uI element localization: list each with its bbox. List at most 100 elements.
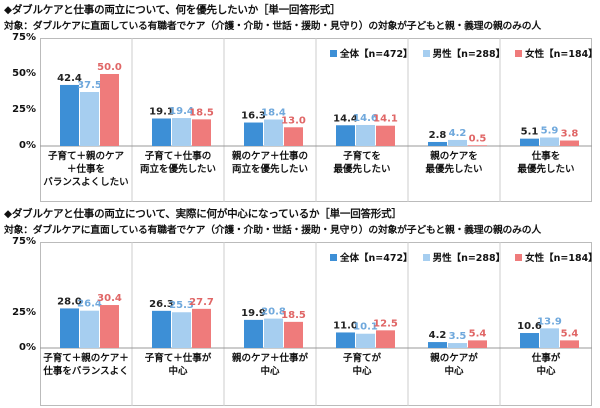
data-label: 19.9 [241, 308, 266, 319]
bar [376, 330, 395, 348]
data-label: 27.7 [189, 297, 214, 308]
legend-label: 女性【n=184】 [525, 253, 598, 264]
legend-swatch [515, 49, 523, 57]
bar [284, 127, 303, 146]
data-label: 14.1 [373, 114, 398, 125]
data-label: 30.4 [97, 293, 122, 304]
y-tick-label: 75% [12, 236, 36, 247]
data-label: 11.0 [333, 320, 358, 331]
bar [244, 122, 263, 146]
category-label: 親のケア＋仕事が 中心 [231, 353, 308, 377]
bar [520, 138, 539, 146]
bar [100, 74, 119, 146]
data-label: 5.4 [561, 328, 579, 339]
data-label: 3.5 [449, 331, 467, 342]
category-label: 親のケアが 中心 [430, 353, 478, 377]
chart-title: ◆ダブルケアと仕事の両立について、何を優先したいか［単一回答形式］ [4, 4, 341, 16]
bar [468, 145, 487, 146]
category-label: 子育て＋親のケア ＋仕事を バランスよくしたい [43, 151, 129, 188]
bar [172, 312, 191, 348]
category-label: 子育て＋仕事が 中心 [144, 353, 212, 377]
data-label: 37.5 [77, 80, 102, 91]
bar [336, 332, 355, 348]
legend-item: 全体【n=472】 [330, 250, 413, 264]
data-label: 10.6 [517, 321, 542, 332]
legend: 全体【n=472】 男性【n=288】 女性【n=184】 [330, 46, 598, 60]
bar [336, 125, 355, 146]
legend-label: 全体【n=472】 [340, 49, 413, 60]
bar [264, 119, 283, 146]
data-label: 5.1 [521, 127, 539, 138]
bar [428, 141, 447, 146]
bar [560, 140, 579, 146]
bar [376, 125, 395, 146]
bar [172, 118, 191, 146]
legend-swatch [515, 253, 523, 261]
legend-label: 女性【n=184】 [525, 49, 598, 60]
y-tick-label: 75% [12, 32, 36, 43]
bar [80, 92, 99, 146]
data-label: 25.3 [169, 300, 194, 311]
data-label: 26.4 [77, 299, 102, 310]
data-label: 16.3 [241, 111, 266, 122]
data-label: 4.2 [429, 330, 447, 341]
bar [448, 139, 467, 146]
bar [80, 310, 99, 348]
data-label: 50.0 [97, 62, 122, 73]
category-label: 親のケアを 最優先したい [425, 151, 483, 175]
legend-item: 全体【n=472】 [330, 46, 413, 60]
category-label: 子育て＋仕事の 両立を優先したい [139, 151, 216, 175]
data-label: 26.3 [149, 299, 174, 310]
bar [356, 124, 375, 146]
chart-subtitle: 対象：ダブルケアに直面している有職者でケア（介護・介助・世話・援助・見守り）の対… [4, 225, 541, 236]
bar [192, 119, 211, 146]
data-label: 10.1 [353, 322, 378, 333]
y-tick-label: 0% [19, 342, 36, 353]
category-label: 仕事が 中心 [531, 353, 561, 377]
bar [560, 340, 579, 348]
data-label: 13.9 [537, 316, 562, 327]
data-label: 19.1 [149, 106, 174, 117]
data-label: 18.4 [261, 108, 286, 119]
category-label: 仕事を 最優先したい [517, 151, 575, 175]
bar [244, 319, 263, 348]
data-label: 5.4 [469, 328, 487, 339]
data-label: 19.4 [169, 106, 194, 117]
bar [192, 308, 211, 348]
data-label: 18.5 [189, 107, 214, 118]
data-label: 12.5 [373, 318, 398, 329]
bar [468, 340, 487, 348]
bar [60, 308, 79, 348]
bar [284, 321, 303, 348]
category-label: 子育てが 中心 [342, 353, 381, 377]
bar [448, 343, 467, 348]
legend-label: 全体【n=472】 [340, 253, 413, 264]
data-label: 42.4 [57, 73, 82, 84]
bar [356, 333, 375, 348]
data-label: 14.6 [353, 113, 378, 124]
chart-1: ◆ダブルケアと仕事の両立について、何を優先したいか［単一回答形式］ 対象：ダブルケ… [4, 4, 598, 202]
bar [540, 137, 559, 146]
data-label: 3.8 [561, 129, 579, 140]
bar [152, 310, 171, 348]
bar [540, 328, 559, 348]
chart-title: ◆ダブルケアと仕事の両立について、実際に何が中心になっているか［単一回答形式］ [4, 208, 402, 220]
legend-item: 男性【n=288】 [422, 250, 506, 264]
legend-swatch [330, 253, 337, 261]
legend-item: 女性【n=184】 [515, 46, 598, 60]
legend-label: 男性【n=288】 [432, 49, 506, 60]
legend-item: 男性【n=288】 [422, 46, 506, 60]
data-label: 13.0 [281, 115, 306, 126]
y-tick-label: 25% [12, 104, 36, 115]
bar [264, 318, 283, 348]
y-tick-label: 50% [12, 68, 36, 79]
category-label: 子育て＋親のケア＋ 仕事をバランスよく [43, 353, 129, 377]
data-label: 14.4 [333, 113, 358, 124]
y-tick-label: 0% [19, 140, 36, 151]
bar [60, 84, 79, 146]
category-label: 子育てを 最優先したい [333, 151, 391, 175]
legend-label: 男性【n=288】 [432, 253, 506, 264]
legend: 全体【n=472】 男性【n=288】 女性【n=184】 [330, 250, 598, 264]
legend-swatch [422, 49, 430, 57]
data-label: 18.5 [281, 310, 306, 321]
